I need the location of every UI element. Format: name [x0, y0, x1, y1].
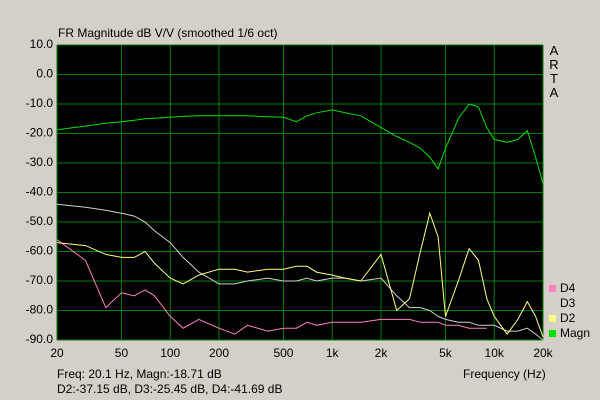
x-tick-label: 50 [115, 346, 129, 360]
legend-swatch [549, 285, 556, 292]
x-tick-label: 1k [326, 346, 340, 360]
x-tick-label: 200 [209, 346, 229, 360]
legend-label: Magn [560, 326, 590, 340]
x-axis-label: Frequency (Hz) [463, 367, 546, 381]
legend-label: D3 [560, 296, 576, 310]
series-line [56, 239, 487, 335]
legend-label: D4 [560, 281, 576, 295]
x-tick-label: 20 [50, 346, 64, 360]
brand: ARTA [549, 43, 559, 100]
y-tick-label: -90.0 [26, 332, 54, 346]
readout: Freq: 20.1 Hz, Magn:-18.71 dB [57, 367, 222, 381]
x-tick-label: 10k [485, 346, 505, 360]
y-tick-label: -80.0 [26, 303, 54, 317]
x-tick-label: 5k [439, 346, 453, 360]
legend-label: D2 [560, 311, 576, 325]
y-tick-label: -60.0 [26, 244, 54, 258]
y-tick-label: -20.0 [26, 126, 54, 140]
series-line [56, 211, 544, 338]
legend-swatch [549, 300, 556, 307]
y-tick-label: -50.0 [26, 214, 54, 228]
legend-swatch [549, 315, 556, 322]
readout: D2:-37.15 dB, D3:-25.45 dB, D4:-41.69 dB [57, 382, 282, 396]
chart-title: FR Magnitude dB V/V (smoothed 1/6 oct) [58, 26, 277, 40]
x-tick-label: 20k [533, 346, 553, 360]
series-line [56, 103, 544, 184]
y-tick-label: -10.0 [26, 96, 54, 110]
series-line [56, 203, 544, 341]
x-tick-label: 2k [375, 346, 389, 360]
y-tick-label: -40.0 [26, 185, 54, 199]
y-tick-label: 0.0 [36, 67, 53, 81]
y-tick-label: -30.0 [26, 155, 54, 169]
x-tick-label: 500 [273, 346, 293, 360]
y-tick-label: 10.0 [30, 37, 54, 51]
y-tick-label: -70.0 [26, 273, 54, 287]
legend-swatch [549, 330, 556, 337]
x-tick-label: 100 [160, 346, 180, 360]
